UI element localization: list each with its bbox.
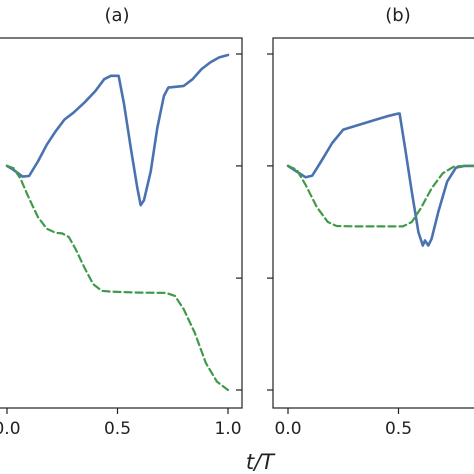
- panel-a-x-tick-label: 1.0: [214, 419, 241, 439]
- panel-b-x-ticks: 0.0 0.5: [274, 408, 412, 439]
- panel-a-x-tick-label: 0.5: [104, 419, 131, 439]
- panel-a-series-dashed-line: [5, 164, 230, 392]
- panel-b-series-solid-line: [286, 112, 474, 247]
- panel-b-y-ticks: [267, 53, 273, 391]
- panel-b-x-tick-label: 0.5: [385, 419, 412, 439]
- panel-a-x-tick-label: 0.0: [0, 419, 21, 439]
- panel-b-series: [286, 112, 474, 247]
- panel-b-frame: [272, 37, 474, 409]
- panel-b-x-tick-label: 0.0: [274, 419, 301, 439]
- panel-a-title: (a): [104, 5, 129, 26]
- panel-a: (a) 0.0 0.5 1.0: [0, 5, 243, 439]
- panel-a-series-solid-line: [5, 53, 230, 207]
- panel-b-title: (b): [385, 5, 410, 26]
- panel-a-y-ticks: [236, 53, 242, 391]
- panel-b: (b) 0.0 0.5: [267, 5, 474, 439]
- panel-a-x-ticks: 0.0 0.5 1.0: [0, 408, 242, 439]
- x-axis-label: t/T: [246, 450, 276, 474]
- panel-a-series: [5, 53, 230, 392]
- panel-b-series-dashed-line: [286, 164, 474, 228]
- panel-a-frame: [0, 37, 243, 409]
